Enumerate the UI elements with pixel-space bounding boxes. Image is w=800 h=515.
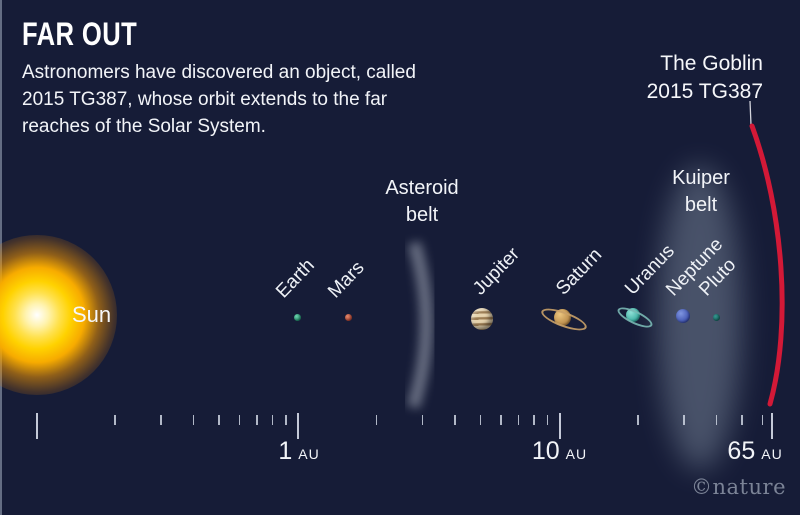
- scale-minor-tick-3au: [421, 415, 424, 425]
- scale-label-1au: 1 AU: [278, 437, 319, 466]
- nature-credit: ©nature: [691, 475, 786, 499]
- scale-label-65au: 65 AU: [727, 437, 782, 466]
- scale-minor-tick-30au: [683, 415, 685, 425]
- planet-uranus: [626, 308, 640, 322]
- subtitle-line-3: reaches of the Solar System.: [22, 116, 266, 137]
- scale-label-number: 65: [727, 437, 756, 465]
- page-title: FAR OUT: [22, 16, 138, 52]
- goblin-label-line-1: The Goblin: [660, 52, 763, 75]
- scale-major-tick-10au: [558, 413, 561, 439]
- scale-major-tick-1au: [297, 413, 299, 439]
- kuiper-belt-label-line-1: Kuiper: [672, 167, 730, 189]
- scale-minor-tick-50au: [741, 415, 743, 425]
- scale-minor-tick-40au: [715, 415, 718, 425]
- planet-mars: [344, 313, 352, 321]
- goblin-orbit-curve: [749, 123, 785, 407]
- scale-minor-tick-0.7au: [256, 415, 258, 425]
- scale-minor-tick-0.6au: [238, 415, 241, 425]
- scale-minor-tick-4au: [454, 415, 456, 425]
- kuiper-belt-label: Kuiper belt: [631, 165, 771, 219]
- scale-minor-tick-0.9au: [285, 415, 287, 425]
- scale-label-10au: 10 AU: [532, 437, 587, 466]
- asteroid-belt-band: [406, 241, 433, 409]
- kuiper-belt-label-line-2: belt: [684, 194, 718, 216]
- scale-minor-tick-9au: [546, 415, 549, 425]
- scale-minor-tick-2au: [375, 415, 378, 425]
- scale-minor-tick-0.2au: [114, 415, 116, 425]
- scale-minor-tick-8au: [533, 415, 535, 425]
- asteroid-belt-label-line-1: Asteroid: [385, 177, 459, 199]
- scale-minor-tick-20au: [637, 415, 639, 425]
- goblin-label-line-2: 2015 TG387: [646, 80, 763, 103]
- planet-jupiter: [471, 308, 493, 330]
- subtitle-line-2: 2015 TG387, whose orbit extends to the f…: [22, 89, 388, 110]
- planet-pluto: [712, 313, 720, 321]
- scale-label-unit: AU: [761, 446, 783, 462]
- scale-minor-tick-0.4au: [192, 415, 195, 425]
- scale-major-tick-65au: [771, 413, 774, 439]
- scale-label-unit: AU: [298, 446, 320, 462]
- asteroid-belt-label-line-2: belt: [405, 204, 439, 226]
- scale-label-number: 10: [531, 437, 560, 465]
- scale-minor-tick-0.5au: [218, 415, 220, 425]
- asteroid-belt-label: Asteroid belt: [352, 175, 492, 229]
- scale-minor-tick-0.8au: [271, 415, 274, 425]
- scale-minor-tick-7au: [517, 415, 520, 425]
- kuiper-belt-band: [658, 166, 742, 470]
- goblin-connector-line: [749, 100, 752, 126]
- planet-saturn: [553, 308, 571, 326]
- scale-minor-tick-6au: [500, 415, 502, 425]
- scale-minor-tick-5au: [479, 415, 482, 425]
- subtitle-line-1: Astronomers have discovered an object, c…: [22, 62, 416, 83]
- scale-minor-tick-60au: [761, 415, 764, 425]
- planet-neptune: [676, 309, 690, 323]
- sun-label: Sun: [72, 302, 112, 327]
- scale-minor-tick-0.3au: [160, 415, 162, 425]
- subtitle: Astronomers have discovered an object, c…: [22, 59, 416, 140]
- goblin-label: The Goblin 2015 TG387: [647, 50, 763, 106]
- planet-earth: [293, 313, 301, 321]
- scale-major-tick-0.1au: [35, 413, 38, 439]
- scale-label-unit: AU: [565, 446, 588, 462]
- scale-label-number: 1: [278, 437, 293, 465]
